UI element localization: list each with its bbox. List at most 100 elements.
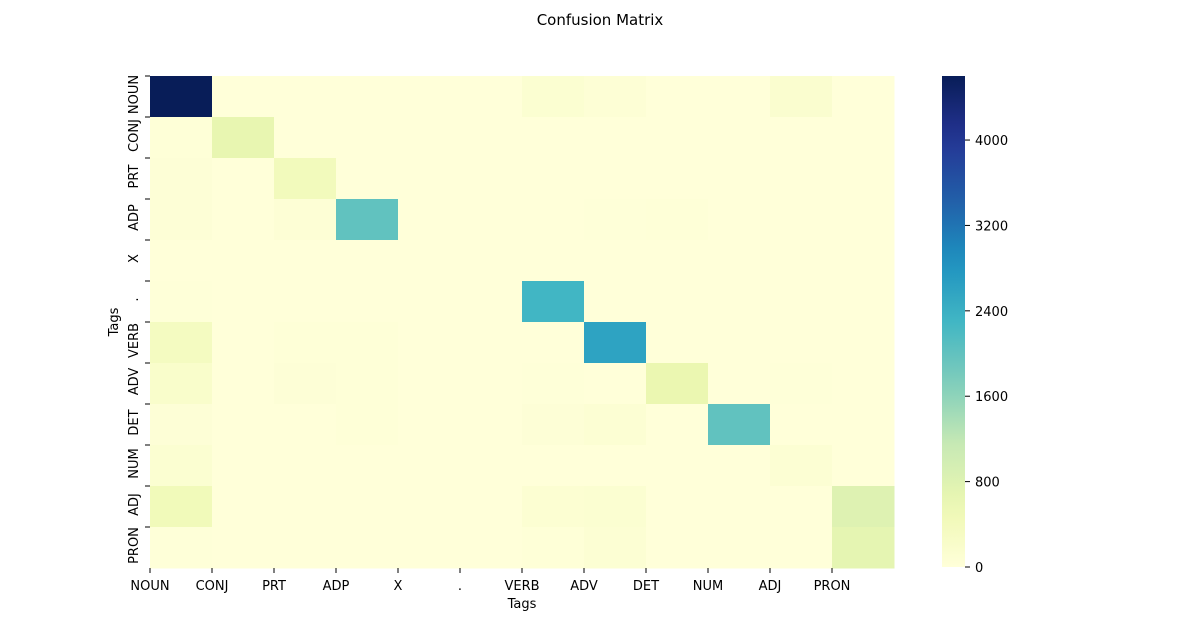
heatmap-cell [832, 404, 895, 446]
heatmap-cell [832, 527, 895, 569]
colorbar-tick-label: 800 [975, 476, 1000, 491]
colorbar-ticks: 0 800 1600 2400 3200 4000 [965, 134, 1008, 576]
heatmap-cell [646, 117, 709, 159]
heatmap-cell [708, 486, 771, 528]
heatmap-cell [832, 281, 895, 323]
heatmap-cell [770, 281, 833, 323]
heatmap-cell [584, 240, 647, 282]
heatmap-cell [832, 117, 895, 159]
heatmap-cell [770, 76, 833, 118]
heatmap-cell [274, 76, 337, 118]
heatmap-cell [336, 240, 399, 282]
x-tick-label: CONJ [196, 579, 229, 594]
x-tick-label: ADV [570, 579, 598, 594]
heatmap-cell [150, 363, 213, 405]
y-tick-label: PRON [127, 527, 142, 564]
heatmap-cell [336, 445, 399, 487]
heatmap-cell [522, 199, 585, 241]
heatmap-cell [522, 281, 585, 323]
heatmap-cell [212, 527, 275, 569]
colorbar-tick-label: 1600 [975, 390, 1008, 405]
heatmap-cell [460, 199, 523, 241]
heatmap-cell [274, 240, 337, 282]
heatmap-cell [522, 240, 585, 282]
heatmap-cell [708, 527, 771, 569]
heatmap-cell [708, 445, 771, 487]
heatmap-cell [212, 240, 275, 282]
heatmap-cell [460, 404, 523, 446]
heatmap-cell [832, 445, 895, 487]
heatmap-cell [832, 363, 895, 405]
colorbar-tick-label: 0 [975, 561, 983, 576]
y-tick-label: ADP [127, 204, 142, 231]
heatmap-cell [150, 322, 213, 364]
heatmap-cell [150, 281, 213, 323]
colorbar-tick-label: 4000 [975, 134, 1008, 149]
heatmap-cell [212, 486, 275, 528]
x-tick-label: PRON [814, 579, 851, 594]
heatmap-cell [274, 199, 337, 241]
heatmap-cell [398, 486, 461, 528]
heatmap-cell [274, 158, 337, 200]
heatmap-cell [150, 117, 213, 159]
heatmap-cell [770, 445, 833, 487]
heatmap-cell [336, 322, 399, 364]
heatmap-cell [212, 117, 275, 159]
colorbar [942, 76, 965, 567]
heatmap-cell [336, 486, 399, 528]
heatmap-cell [832, 199, 895, 241]
y-tick-label: PRT [127, 165, 142, 189]
heatmap-cell [150, 527, 213, 569]
heatmap-cell [460, 158, 523, 200]
heatmap-cell [522, 117, 585, 159]
heatmap-cell [832, 322, 895, 364]
heatmap-cell [398, 363, 461, 405]
heatmap-cell [708, 199, 771, 241]
y-tick-label: ADV [127, 368, 142, 396]
chart-title: Confusion Matrix [537, 11, 664, 29]
heatmap-cell [770, 240, 833, 282]
heatmap-cell [646, 158, 709, 200]
heatmap-cell [708, 158, 771, 200]
heatmap-cell [770, 158, 833, 200]
heatmap-cell [336, 199, 399, 241]
heatmap-cell [336, 404, 399, 446]
heatmap-cell [274, 486, 337, 528]
heatmap-cell [646, 76, 709, 118]
heatmap-cell [398, 240, 461, 282]
y-axis-ticks: NOUN CONJ PRT ADP X. VERB ADV DET NUM ADJ PRON [127, 75, 150, 564]
heatmap-cell [584, 199, 647, 241]
heatmap-cell [770, 486, 833, 528]
heatmap-cell [708, 322, 771, 364]
x-tick-label: . [458, 579, 462, 594]
heatmap-cell [584, 281, 647, 323]
y-tick-label: NOUN [127, 75, 142, 114]
heatmap-cell [150, 240, 213, 282]
heatmap-cell [646, 527, 709, 569]
heatmap-cell [832, 486, 895, 528]
heatmap-cell [708, 363, 771, 405]
x-axis-label: Tags [507, 597, 537, 612]
x-tick-label: X [394, 579, 403, 594]
heatmap-cell [646, 363, 709, 405]
x-tick-label: ADJ [759, 579, 782, 594]
heatmap-cell [398, 322, 461, 364]
heatmap-cell [460, 240, 523, 282]
heatmap-cell [522, 158, 585, 200]
x-tick-label: NUM [693, 579, 723, 594]
heatmap-cell [522, 404, 585, 446]
heatmap-cell [832, 76, 895, 118]
heatmap-cell [212, 322, 275, 364]
y-tick-label: NUM [127, 448, 142, 478]
heatmap-cell [522, 363, 585, 405]
heatmap-cell [460, 527, 523, 569]
heatmap-cell [522, 486, 585, 528]
heatmap-cell [646, 199, 709, 241]
heatmap-cell [770, 322, 833, 364]
heatmap-cell [460, 445, 523, 487]
heatmap-cell [336, 158, 399, 200]
heatmap-cell [398, 76, 461, 118]
heatmap-cell [212, 445, 275, 487]
heatmap-cell [708, 404, 771, 446]
